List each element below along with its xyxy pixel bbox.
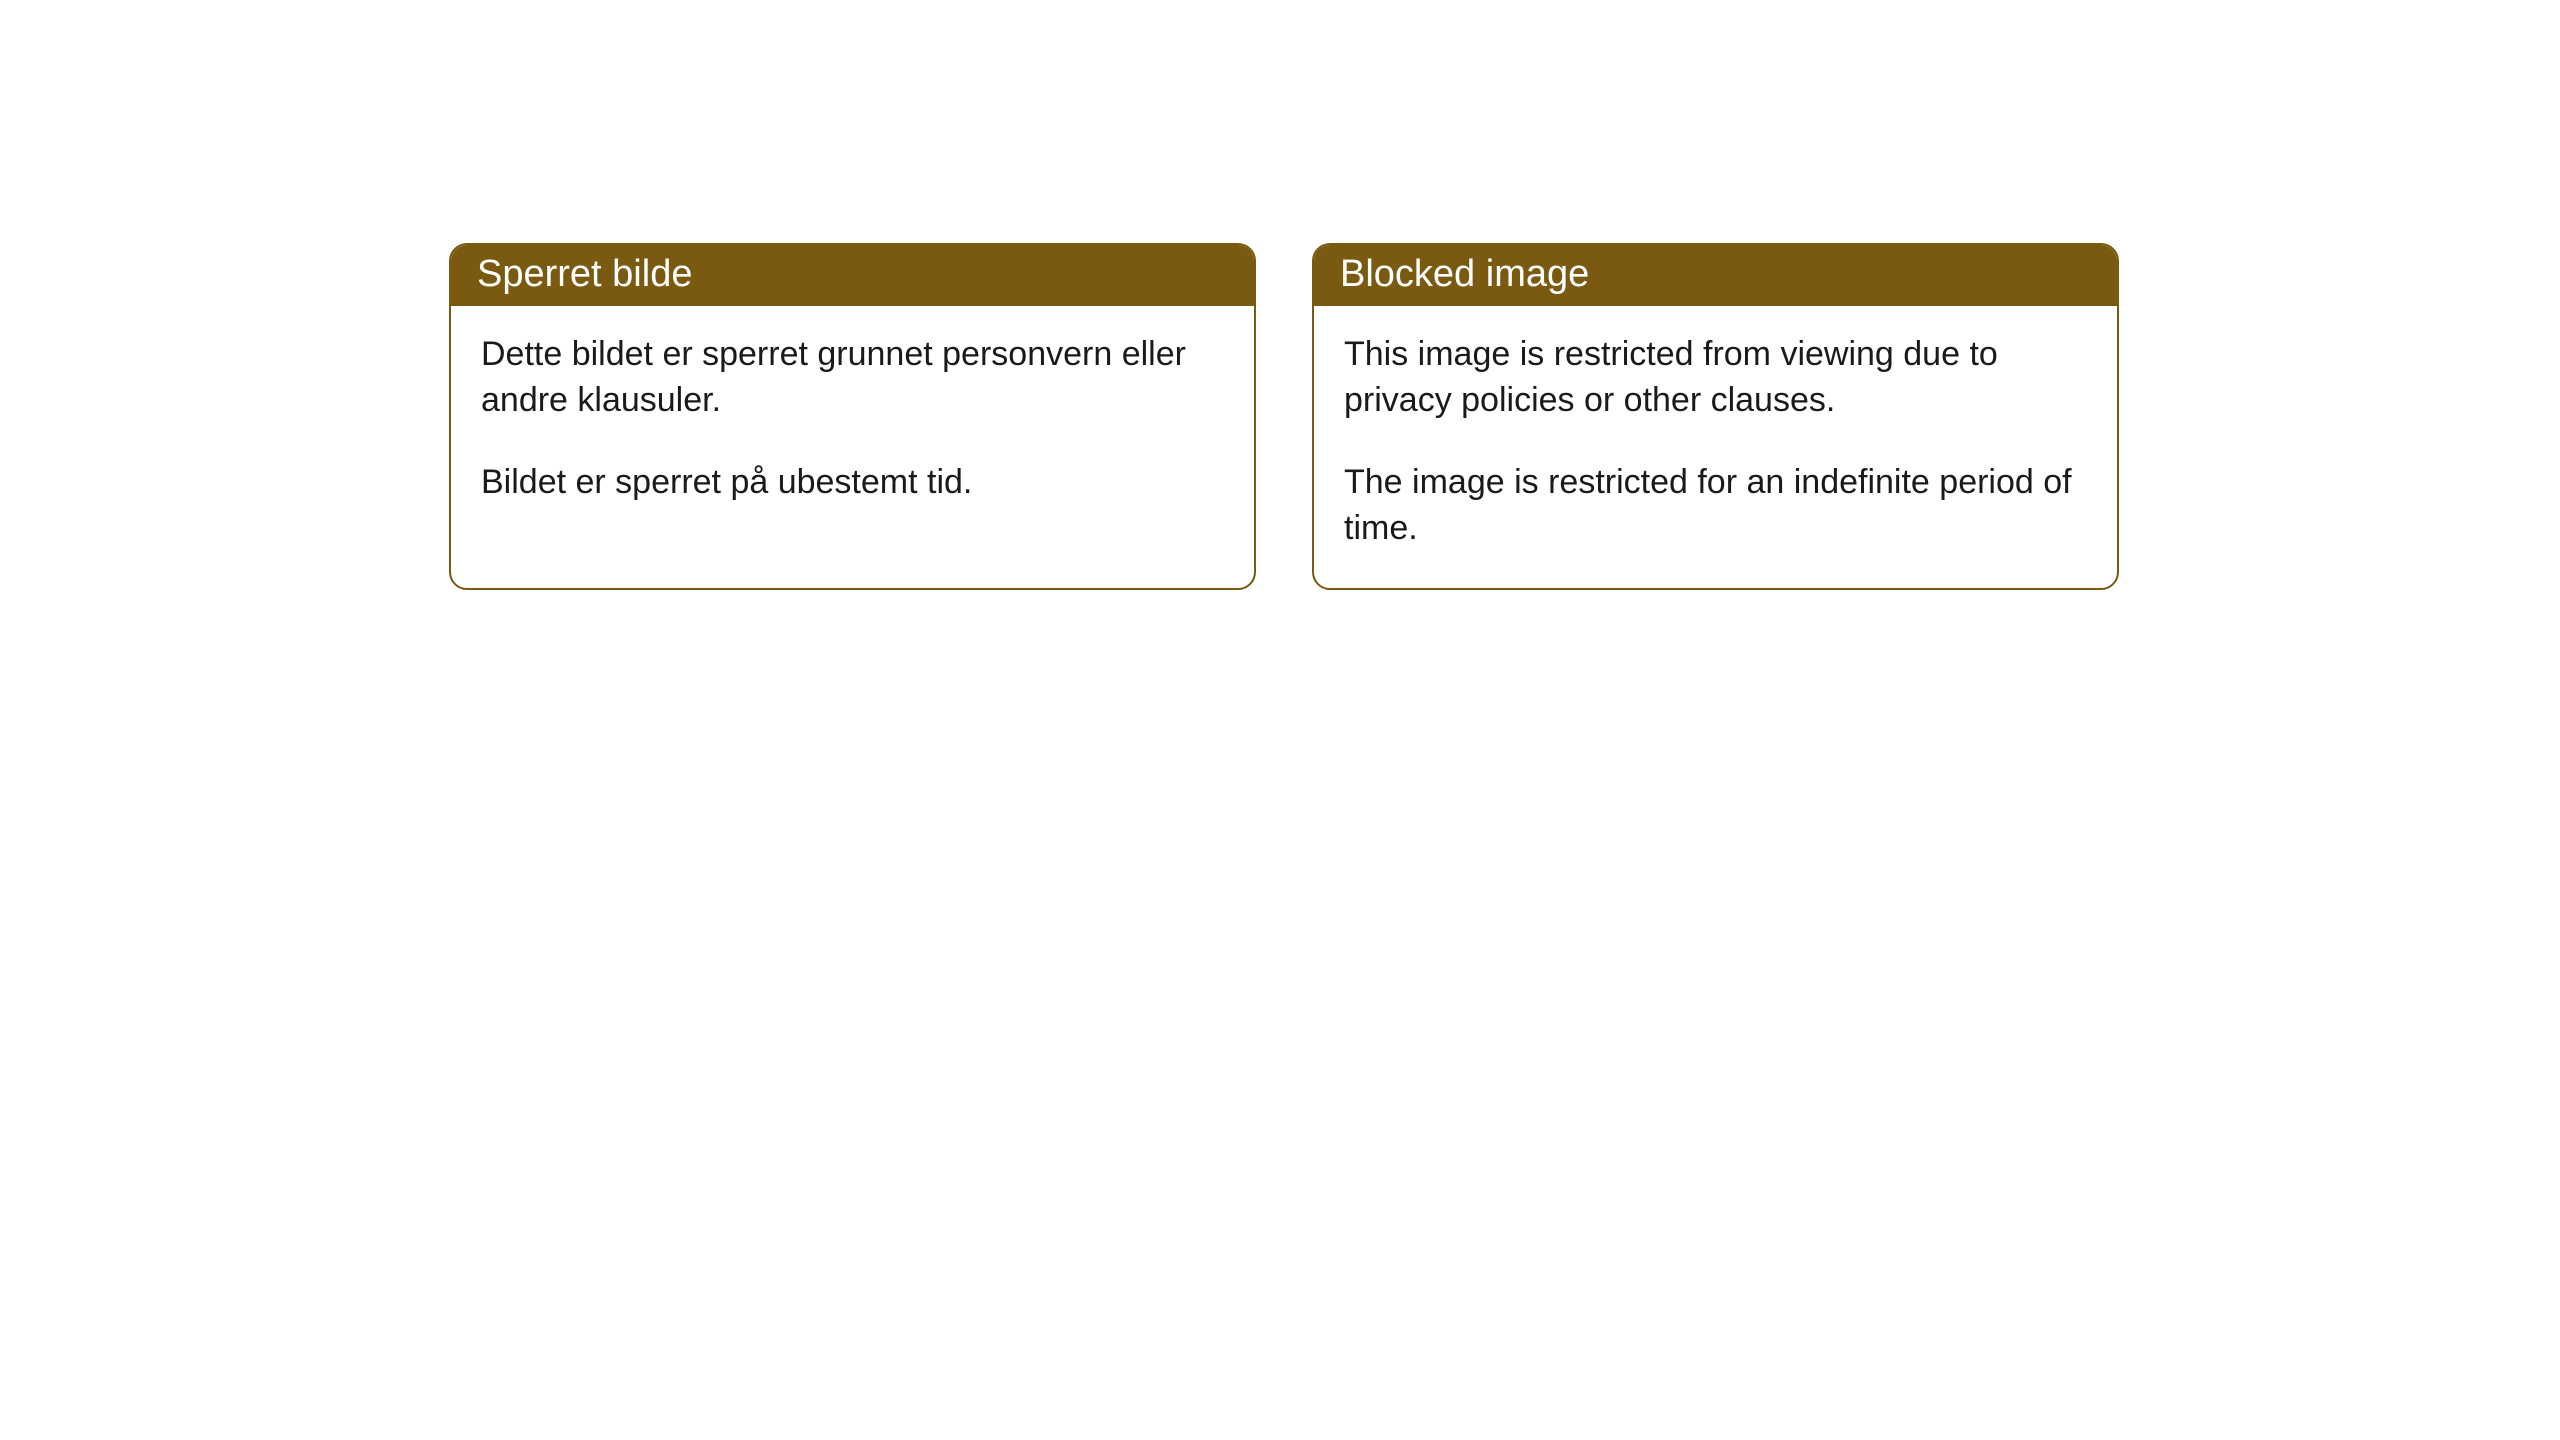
notice-title: Blocked image — [1314, 245, 2117, 306]
notice-card-norwegian: Sperret bilde Dette bildet er sperret gr… — [449, 243, 1256, 590]
notice-body: Dette bildet er sperret grunnet personve… — [451, 306, 1254, 542]
notice-body: This image is restricted from viewing du… — [1314, 306, 2117, 588]
notice-paragraph-2: Bildet er sperret på ubestemt tid. — [481, 460, 1224, 506]
notice-title: Sperret bilde — [451, 245, 1254, 306]
notice-paragraph-1: This image is restricted from viewing du… — [1344, 332, 2087, 424]
notice-card-english: Blocked image This image is restricted f… — [1312, 243, 2119, 590]
notice-paragraph-1: Dette bildet er sperret grunnet personve… — [481, 332, 1224, 424]
notice-paragraph-2: The image is restricted for an indefinit… — [1344, 460, 2087, 552]
notice-cards-container: Sperret bilde Dette bildet er sperret gr… — [449, 243, 2560, 590]
